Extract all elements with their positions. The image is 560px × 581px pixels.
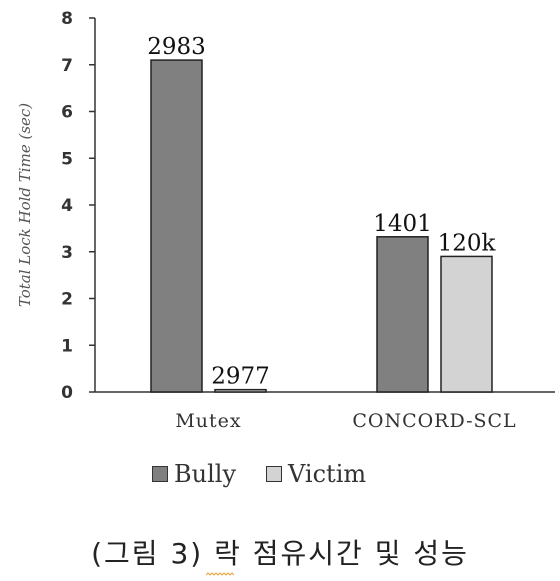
legend-item-bully: Bully	[152, 460, 236, 488]
legend-label-victim: Victim	[288, 460, 367, 488]
category-labels: Mutex CONCORD-SCL	[175, 410, 516, 432]
legend-swatch-victim	[266, 466, 283, 482]
bar-bully	[376, 236, 429, 393]
data-label: 2983	[147, 34, 206, 60]
y-tick-label: 7	[61, 56, 73, 76]
x-category-label: Mutex	[175, 410, 241, 432]
y-tick-label: 0	[61, 383, 73, 403]
y-tick-label: 4	[61, 196, 73, 216]
bar-victim	[440, 255, 493, 393]
bars	[150, 59, 493, 393]
legend-swatch-bully	[152, 466, 168, 482]
figure-caption: (그림 3) 락 점유시간 및 성능	[91, 537, 469, 570]
y-tick-label: 1	[61, 336, 73, 356]
y-axis-label: Total Lock Hold Time (sec)	[16, 103, 34, 307]
y-ticks: 0 1 2 3 4 5 6 7 8	[61, 9, 95, 403]
legend: Bully Victim	[152, 460, 366, 488]
bar-bully	[150, 59, 203, 393]
legend-item-victim: Victim	[266, 460, 366, 488]
y-tick-label: 3	[61, 243, 73, 263]
spellcheck-squiggle	[206, 572, 234, 576]
data-label: 120k	[438, 230, 497, 256]
legend-label-bully: Bully	[174, 460, 237, 488]
data-label: 2977	[211, 364, 270, 390]
bar-victim	[214, 388, 267, 393]
x-category-label: CONCORD-SCL	[352, 410, 516, 432]
data-label: 1401	[373, 211, 432, 237]
y-tick-label: 8	[61, 9, 73, 29]
y-tick-label: 5	[61, 149, 73, 169]
y-tick-label: 6	[61, 103, 73, 123]
y-tick-label: 2	[61, 290, 73, 310]
